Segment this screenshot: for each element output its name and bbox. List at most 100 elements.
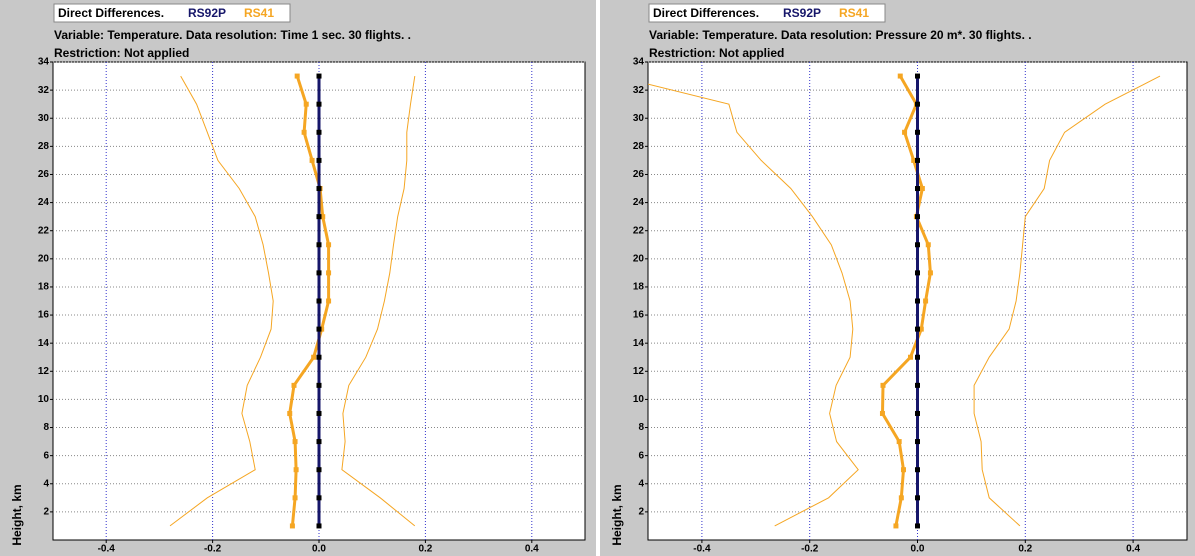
y-tick-label: 4 xyxy=(43,478,49,489)
y-tick-label: 8 xyxy=(43,422,49,433)
point xyxy=(311,354,317,360)
y-tick-label: 6 xyxy=(43,450,49,461)
point xyxy=(879,410,885,416)
annotation: Restriction: Not applied xyxy=(649,46,784,60)
point xyxy=(316,186,322,192)
y-tick-label: 30 xyxy=(633,113,645,124)
point xyxy=(915,439,920,445)
point xyxy=(915,467,920,473)
point xyxy=(915,186,920,192)
point xyxy=(316,101,322,107)
point xyxy=(326,270,332,276)
y-tick-label: 4 xyxy=(638,478,644,489)
y-tick-label: 32 xyxy=(633,85,645,96)
y-tick-label: 34 xyxy=(38,57,50,68)
point xyxy=(316,439,322,445)
point xyxy=(915,410,920,416)
chart-title: Direct Differences. xyxy=(653,6,759,20)
legend-entry: RS41 xyxy=(839,6,869,20)
x-tick-label: 0.0 xyxy=(911,544,925,555)
x-tick-label: -0.4 xyxy=(98,544,116,555)
x-tick-label: 0.2 xyxy=(1018,544,1032,555)
annotation: Restriction: Not applied xyxy=(54,46,189,60)
x-tick-label: 0.4 xyxy=(1126,544,1140,555)
point xyxy=(289,523,295,529)
point xyxy=(326,242,332,248)
x-tick-label: 0.2 xyxy=(418,544,432,555)
point xyxy=(316,73,322,79)
y-tick-label: 12 xyxy=(38,366,50,377)
point xyxy=(915,326,920,332)
point xyxy=(301,129,307,135)
point xyxy=(316,354,322,360)
point xyxy=(287,410,293,416)
y-tick-label: 22 xyxy=(633,225,645,236)
y-tick-label: 34 xyxy=(633,57,645,68)
point xyxy=(915,270,920,276)
point xyxy=(915,523,920,529)
y-tick-label: 26 xyxy=(633,169,645,180)
y-tick-label: 28 xyxy=(38,141,50,152)
point xyxy=(915,101,920,107)
header-box xyxy=(53,3,291,23)
y-tick-label: 18 xyxy=(633,282,645,293)
point xyxy=(326,298,332,304)
y-tick-label: 30 xyxy=(38,113,50,124)
point xyxy=(919,186,925,192)
point xyxy=(294,73,300,79)
point xyxy=(319,326,325,332)
y-tick-label: 6 xyxy=(638,450,644,461)
y-axis-label: Height, km xyxy=(10,484,24,545)
y-tick-label: 20 xyxy=(633,253,645,264)
point xyxy=(316,495,322,501)
point xyxy=(902,129,908,135)
point xyxy=(893,523,899,529)
point xyxy=(927,270,933,276)
point xyxy=(316,214,322,220)
series-line xyxy=(341,76,416,527)
y-tick-label: 10 xyxy=(38,394,50,405)
point xyxy=(898,495,904,501)
series-line xyxy=(648,83,859,527)
point xyxy=(880,382,886,388)
point xyxy=(915,73,920,79)
point xyxy=(293,467,299,473)
y-tick-label: 10 xyxy=(633,394,645,405)
point xyxy=(907,354,913,360)
panel: Direct Differences. RS92P RS41 Variable: Te… xyxy=(0,0,596,556)
series-line xyxy=(169,75,274,527)
y-tick-label: 14 xyxy=(38,338,50,349)
y-tick-label: 2 xyxy=(43,507,49,518)
point xyxy=(316,298,322,304)
subtitle: Variable: Temperature. Data resolution: … xyxy=(649,28,1032,42)
panel: Direct Differences. RS92P RS41 Variable: Te… xyxy=(600,0,1195,556)
point xyxy=(897,73,903,79)
y-tick-label: 18 xyxy=(38,282,50,293)
legend-entry: RS92P xyxy=(188,6,226,20)
point xyxy=(925,242,931,248)
point xyxy=(316,129,322,135)
x-tick-label: -0.4 xyxy=(693,544,711,555)
y-tick-label: 28 xyxy=(633,141,645,152)
point xyxy=(915,298,920,304)
point xyxy=(915,157,920,163)
point xyxy=(316,382,322,388)
point xyxy=(316,270,322,276)
y-axis-label: Height, km xyxy=(610,484,624,545)
y-tick-label: 26 xyxy=(38,169,50,180)
x-tick-label: 0.4 xyxy=(525,544,539,555)
series-line xyxy=(973,75,1161,527)
point xyxy=(316,242,322,248)
legend-entry: RS92P xyxy=(783,6,821,20)
point xyxy=(292,495,298,501)
y-tick-label: 24 xyxy=(38,197,50,208)
header-box xyxy=(648,3,886,23)
point xyxy=(918,326,924,332)
point xyxy=(915,129,920,135)
point xyxy=(309,157,315,163)
legend-entry: RS41 xyxy=(244,6,274,20)
point xyxy=(911,157,917,163)
point xyxy=(915,495,920,501)
y-tick-label: 16 xyxy=(633,310,645,321)
